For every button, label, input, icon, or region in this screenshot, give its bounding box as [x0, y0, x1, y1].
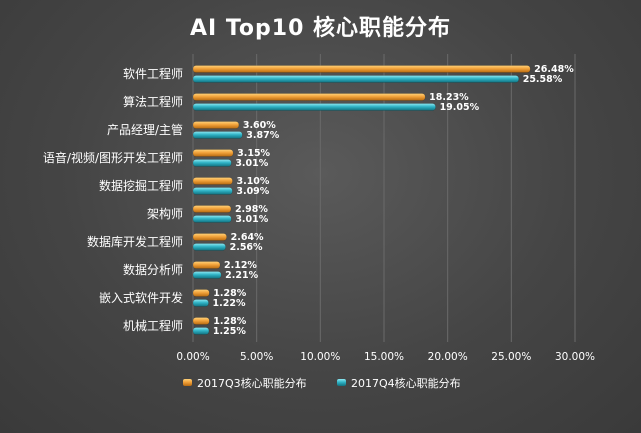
bar-q4 — [192, 75, 519, 83]
legend-label: 2017Q4核心职能分布 — [351, 376, 461, 390]
bar-q3 — [192, 233, 227, 241]
data-label: 2.98% — [235, 204, 268, 215]
bar-q3 — [192, 65, 531, 73]
data-label: 2.56% — [230, 242, 263, 253]
data-label: 1.25% — [213, 326, 246, 337]
category-label: 软件工程师 — [123, 66, 183, 81]
x-tick-label: 5.00% — [240, 351, 273, 363]
bar-q3 — [192, 177, 233, 185]
bar-q4 — [192, 187, 233, 195]
legend: 2017Q3核心职能分布 2017Q4核心职能分布 — [183, 376, 461, 390]
x-tick-label: 30.00% — [555, 351, 595, 363]
x-tick-label: 25.00% — [491, 351, 531, 363]
data-label: 1.22% — [213, 298, 246, 309]
bar-q4 — [192, 243, 226, 251]
data-label: 3.87% — [246, 130, 279, 141]
bar-q4 — [192, 159, 232, 167]
category-label: 数据分析师 — [123, 262, 183, 277]
chart-title: AI Top10 核心职能分布 — [189, 16, 452, 41]
data-label: 3.01% — [235, 214, 268, 225]
category-label: 数据库开发工程师 — [87, 234, 183, 249]
category-label: 架构师 — [147, 206, 183, 221]
bar-q3 — [192, 205, 232, 213]
x-tick-label: 20.00% — [428, 351, 468, 363]
grid-layer — [192, 54, 576, 342]
x-tick-label: 10.00% — [300, 351, 340, 363]
data-label: 19.05% — [440, 102, 480, 113]
bar-q4 — [192, 327, 210, 335]
category-label: 产品经理/主管 — [107, 122, 183, 137]
legend-swatch-q4 — [337, 379, 346, 386]
bar-q4 — [192, 215, 232, 223]
data-label: 3.60% — [243, 120, 276, 131]
x-tick-label: 0.00% — [176, 351, 209, 363]
data-label: 2.21% — [225, 270, 258, 281]
bar-q3 — [192, 149, 234, 157]
data-label: 26.48% — [534, 64, 574, 75]
data-label: 3.09% — [236, 186, 269, 197]
data-label: 18.23% — [429, 92, 469, 103]
x-tick-label: 15.00% — [364, 351, 404, 363]
legend-swatch-q3 — [183, 379, 192, 386]
bar-q4 — [192, 103, 436, 111]
bar-q3 — [192, 121, 240, 129]
bar-q4 — [192, 299, 209, 307]
data-label: 1.28% — [213, 316, 246, 327]
data-label: 3.01% — [235, 158, 268, 169]
data-label: 25.58% — [523, 74, 563, 85]
category-label: 数据挖掘工程师 — [99, 178, 183, 193]
label-layer: 26.48%25.58%18.23%19.05%3.60%3.87%3.15%3… — [213, 64, 575, 337]
category-label: 机械工程师 — [123, 318, 183, 333]
bar-layer — [192, 65, 531, 335]
bar-q3 — [192, 289, 210, 297]
data-label: 1.28% — [213, 288, 246, 299]
data-label: 2.64% — [231, 232, 264, 243]
bar-q3 — [192, 261, 221, 269]
legend-label: 2017Q3核心职能分布 — [197, 376, 307, 390]
category-label: 算法工程师 — [123, 94, 183, 109]
bar-q3 — [192, 93, 426, 101]
axis-layer: 0.00% 5.00% 10.00% 15.00% 20.00% 25.00% 30.00%… — [43, 66, 595, 363]
bar-q3 — [192, 317, 210, 325]
category-label: 嵌入式软件开发 — [99, 290, 183, 305]
bar-q4 — [192, 131, 243, 139]
data-label: 3.15% — [237, 148, 270, 159]
category-label: 语音/视频/图形开发工程师 — [43, 150, 183, 165]
data-label: 3.10% — [236, 176, 269, 187]
data-label: 2.12% — [224, 260, 257, 271]
bar-q4 — [192, 271, 222, 279]
